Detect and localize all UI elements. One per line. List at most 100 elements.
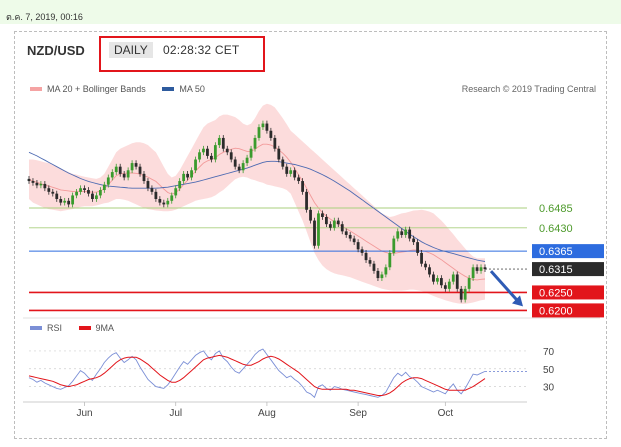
candle-body: [75, 191, 78, 196]
level-label-bg-resistance: [532, 201, 604, 215]
candle-body: [174, 188, 178, 196]
candle-body: [471, 267, 475, 279]
level-label-bg-last: [532, 262, 604, 277]
candle-body: [356, 242, 360, 250]
instrument-pair: NZD/USD: [27, 43, 85, 58]
ma9-swatch-icon: [78, 325, 91, 330]
candle-body: [336, 220, 340, 225]
candle-body: [479, 267, 483, 271]
candle-body: [364, 252, 368, 261]
candle-body: [138, 166, 142, 174]
candle-body: [225, 148, 229, 153]
candle-body: [277, 148, 281, 160]
candle-body: [400, 231, 404, 235]
candle-body: [404, 229, 408, 235]
candle-body: [114, 166, 118, 173]
candle-body: [467, 278, 471, 289]
candle-body: [31, 181, 35, 183]
candle-body: [428, 267, 431, 275]
period-badge[interactable]: DAILY: [109, 42, 153, 58]
bollinger-swatch-icon: [30, 86, 42, 91]
candle-body: [110, 172, 114, 178]
candle-body: [340, 224, 344, 232]
rsi-tick-label: 50: [543, 365, 555, 376]
candle-body: [198, 152, 201, 160]
candle-body: [443, 285, 447, 289]
candle-body: [396, 231, 400, 239]
level-label-bg-resistance: [532, 220, 604, 235]
level-label-resistance: 0.6485: [539, 203, 573, 215]
candle-body: [102, 184, 106, 191]
candle-body: [43, 183, 47, 189]
legend-9ma: 9MA: [78, 323, 114, 333]
candle-body: [142, 173, 146, 182]
level-label-bg-support: [532, 285, 604, 300]
main-legend: MA 20 + Bollinger Bands MA 50: [30, 84, 205, 94]
candle-body: [134, 163, 138, 167]
level-label-support: 0.6250: [539, 287, 573, 299]
candle-body: [249, 148, 253, 158]
candle-body: [206, 148, 209, 156]
candle-body: [261, 123, 265, 128]
candle-body: [463, 288, 467, 300]
candle-body: [483, 267, 487, 270]
candle-body: [213, 145, 217, 160]
candle-body: [352, 238, 356, 243]
candle-body: [237, 166, 241, 171]
candle-body: [281, 159, 285, 167]
candle-body: [305, 191, 308, 210]
candle-body: [154, 191, 158, 200]
candle-body: [35, 182, 39, 186]
candle-body: [420, 252, 423, 264]
candle-body: [301, 181, 304, 192]
x-tick-label: Jun: [76, 408, 92, 419]
candle-body: [106, 177, 110, 185]
x-tick-label: Oct: [438, 408, 454, 419]
candle-body: [118, 166, 122, 174]
candle-body: [178, 181, 182, 189]
candle-body: [416, 242, 419, 253]
credit-text: Research © 2019 Trading Central: [461, 84, 596, 94]
x-tick-label: Jul: [169, 408, 182, 419]
level-label-resistance: 0.6430: [539, 223, 573, 235]
candle-body: [130, 163, 134, 171]
candle-body: [424, 263, 427, 268]
level-label-bg-support: [532, 303, 604, 318]
candle-body: [39, 183, 43, 186]
candle-body: [150, 188, 154, 192]
level-label-last: 0.6315: [539, 264, 573, 276]
candle-body: [91, 193, 94, 200]
legend-bollinger: MA 20 + Bollinger Bands: [30, 84, 146, 94]
rsi-swatch-icon: [30, 325, 42, 330]
candle-body: [289, 170, 293, 174]
candle-body: [55, 193, 59, 200]
rsi-ma9-line: [28, 354, 486, 396]
candle-body: [269, 130, 273, 138]
legend-rsi-label: RSI: [47, 323, 63, 333]
candle-body: [79, 188, 82, 192]
candle-body: [162, 202, 166, 205]
candle-body: [332, 220, 336, 228]
candle-body: [63, 200, 67, 203]
candle-body: [253, 137, 257, 149]
candle-body: [447, 281, 451, 289]
candle-body: [83, 188, 86, 191]
candle-body: [98, 190, 102, 196]
ma50-swatch-icon: [162, 86, 175, 91]
candle-body: [47, 188, 51, 192]
candle-body: [229, 152, 233, 160]
candle-body: [210, 155, 213, 160]
legend-bollinger-label: MA 20 + Bollinger Bands: [47, 84, 146, 94]
candle-body: [459, 288, 463, 300]
candle-body: [221, 137, 225, 149]
candle-body: [439, 278, 443, 286]
candle-body: [202, 148, 205, 153]
candle-body: [408, 229, 412, 239]
candle-body: [241, 163, 245, 171]
candle-body: [265, 123, 269, 131]
candle-body: [368, 260, 372, 264]
rsi-line: [28, 348, 486, 399]
candle-body: [293, 170, 297, 178]
candle-body: [380, 274, 384, 279]
candle-body: [233, 159, 237, 167]
